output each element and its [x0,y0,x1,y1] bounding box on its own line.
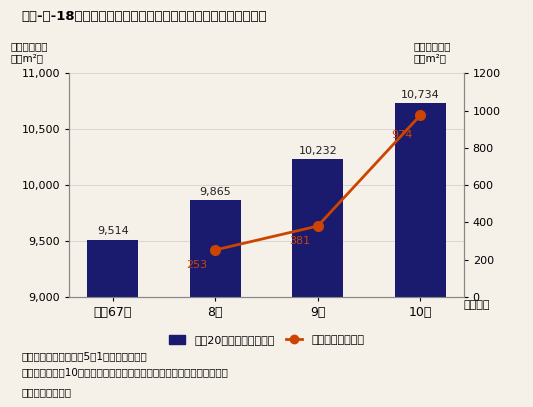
Bar [394,103,446,407]
Legend: 筑後20年以上の施設面積, 改善面積（累計）: 筑後20年以上の施設面積, 改善面積（累計） [164,330,369,350]
Bar [190,200,241,407]
Bar [87,240,139,407]
Text: 10,232: 10,232 [298,146,337,156]
Text: （改善面積：: （改善面積： [413,41,450,51]
Text: （施設面積：: （施設面積： [11,41,48,51]
Text: ２．　平成10年度の改善面積（累計）は補正予算分の事業を含む。: ２． 平成10年度の改善面積（累計）は補正予算分の事業を含む。 [21,367,228,377]
Text: 381: 381 [289,236,310,246]
Text: 10,734: 10,734 [401,90,440,100]
Text: 千m²）: 千m²） [11,53,44,63]
Text: （年度）: （年度） [463,300,490,311]
Text: 974: 974 [391,130,413,140]
Text: 資料：文部省調べ: 資料：文部省調べ [21,387,71,397]
Text: 注）１．　各年度とと5月1日現在のデータ: 注）１． 各年度とと5月1日現在のデータ [21,351,147,361]
Text: 9,514: 9,514 [97,226,128,236]
Text: 9,865: 9,865 [199,187,231,197]
Bar [292,159,343,407]
Text: 千m²）: 千m²） [413,53,446,63]
Text: 第３-２-18図　　国立大学における施設の老杷化・狭雙化の対応: 第３-２-18図 国立大学における施設の老杷化・狭雙化の対応 [21,10,267,23]
Text: 253: 253 [186,260,207,270]
